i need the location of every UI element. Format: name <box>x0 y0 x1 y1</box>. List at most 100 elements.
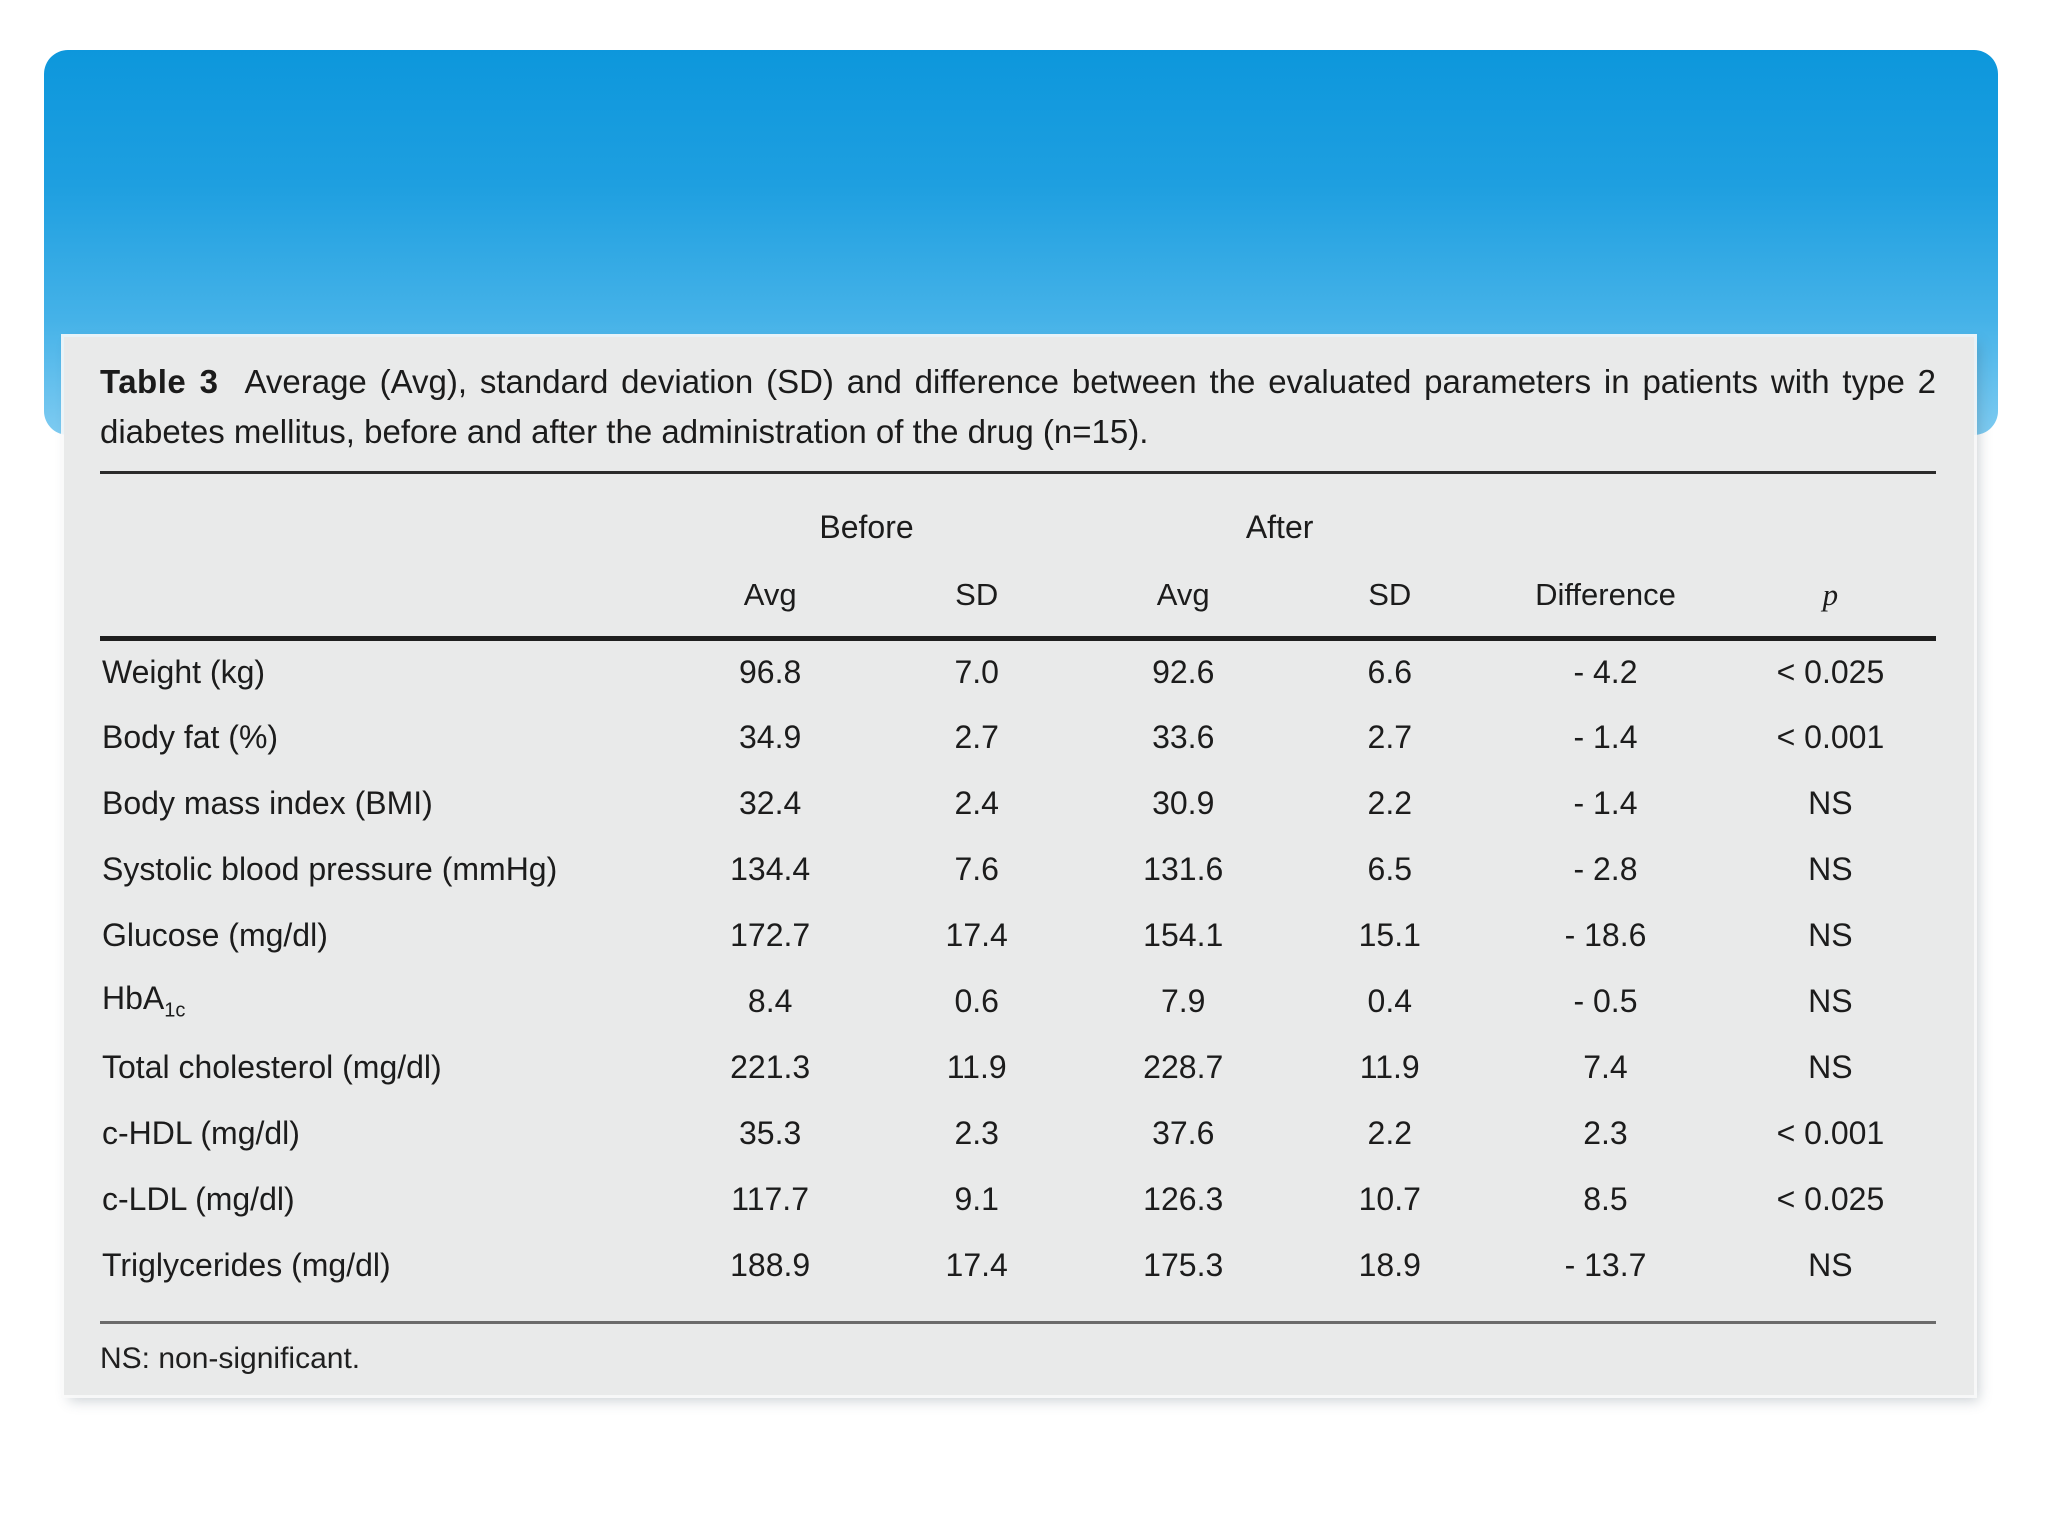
before-sd-cell: 17.4 <box>945 1247 1008 1283</box>
parameter-column-header <box>100 554 660 641</box>
group-header-before: Before <box>819 509 914 545</box>
table-row: c-LDL (mg/dl) 117.7 9.1 126.3 10.7 8.5 < 0.025 <box>100 1167 1936 1233</box>
table-row: Weight (kg) 96.8 7.0 92.6 6.6 - 4.2 < 0.025 <box>100 639 1936 705</box>
parameter-cell: Glucose (mg/dl) <box>102 917 328 953</box>
table-row: Body mass index (BMI) 32.4 2.4 30.9 2.2 - 1.4… <box>100 771 1936 837</box>
after-sd-cell: 2.2 <box>1367 785 1412 821</box>
before-avg-cell: 34.9 <box>739 719 802 755</box>
difference-cell: - 2.8 <box>1573 851 1638 887</box>
before-avg-cell: 8.4 <box>747 983 793 1019</box>
table-bottom-rule <box>100 1320 1936 1324</box>
parameter-cell: Body mass index (BMI) <box>102 785 433 821</box>
table-row: Total cholesterol (mg/dl) 221.3 11.9 228.7 1… <box>100 1035 1936 1101</box>
table-row: HbA1c 8.4 0.6 7.9 0.4 - 0.5 NS <box>100 969 1936 1035</box>
difference-cell: 2.3 <box>1583 1115 1628 1151</box>
p-value-cell: NS <box>1808 1247 1853 1283</box>
after-avg-cell: 37.6 <box>1152 1115 1215 1151</box>
p-value-cell: NS <box>1808 851 1853 887</box>
parameter-subscript: 1c <box>164 999 186 1022</box>
group-header-after: After <box>1245 509 1314 545</box>
parameter-cell: c-LDL (mg/dl) <box>102 1181 295 1217</box>
column-header-after-sd: SD <box>1293 554 1487 641</box>
table-row: Systolic blood pressure (mmHg) 134.4 7.6 13… <box>100 837 1936 903</box>
parameter-cell: Total cholesterol (mg/dl) <box>102 1049 442 1085</box>
after-avg-cell: 7.9 <box>1160 983 1206 1019</box>
after-avg-cell: 175.3 <box>1143 1247 1224 1283</box>
caption-divider-rule <box>100 471 1936 474</box>
table-caption-label: Table 3 <box>100 363 219 400</box>
before-avg-cell: 32.4 <box>739 785 802 821</box>
p-value-cell: NS <box>1808 785 1853 821</box>
parameter-cell: Weight (kg) <box>102 654 266 691</box>
p-value-cell: < 0.025 <box>1776 654 1885 691</box>
group-header-row: Before After <box>100 474 1936 554</box>
after-sd-cell: 18.9 <box>1358 1247 1421 1283</box>
after-sd-cell: 6.5 <box>1367 851 1412 887</box>
table-caption-text: Average (Avg), standard deviation (SD) a… <box>100 363 1936 450</box>
empty-header-cell <box>1725 474 1936 554</box>
table-row: c-HDL (mg/dl) 35.3 2.3 37.6 2.2 2.3 < 0.001 <box>100 1101 1936 1167</box>
before-sd-cell: 7.0 <box>954 654 999 691</box>
before-sd-cell: 2.3 <box>954 1115 999 1151</box>
parameter-cell: c-HDL (mg/dl) <box>102 1115 300 1151</box>
after-avg-cell: 228.7 <box>1143 1049 1224 1085</box>
before-avg-cell: 172.7 <box>730 917 811 953</box>
before-sd-cell: 2.4 <box>954 785 999 821</box>
column-header-difference: Difference <box>1486 554 1725 641</box>
column-header-row: Avg SD Avg SD Difference p <box>100 554 1936 641</box>
column-header-after-avg: Avg <box>1073 554 1294 641</box>
p-value-cell: NS <box>1808 983 1853 1019</box>
before-sd-cell: 9.1 <box>954 1181 999 1217</box>
before-sd-cell: 0.6 <box>954 983 999 1019</box>
parameter-cell: HbA1c <box>102 980 186 1022</box>
p-value-cell: NS <box>1808 917 1853 953</box>
after-sd-cell: 2.2 <box>1367 1115 1412 1151</box>
after-avg-cell: 126.3 <box>1143 1181 1224 1217</box>
after-sd-cell: 11.9 <box>1359 1049 1420 1085</box>
table-body: Weight (kg) 96.8 7.0 92.6 6.6 - 4.2 < 0.025 Bod… <box>100 639 1936 1299</box>
results-table: Before After Avg SD Avg SD Difference p … <box>100 474 1936 1299</box>
empty-header-cell <box>1486 474 1725 554</box>
after-avg-cell: 33.6 <box>1152 719 1215 755</box>
difference-cell: 7.4 <box>1583 1049 1628 1085</box>
before-avg-cell: 221.3 <box>730 1049 811 1085</box>
parameter-cell: Systolic blood pressure (mmHg) <box>102 851 558 887</box>
after-sd-cell: 2.7 <box>1367 719 1412 755</box>
after-avg-cell: 131.6 <box>1143 851 1224 887</box>
p-value-cell: NS <box>1808 1049 1853 1085</box>
after-sd-cell: 10.7 <box>1358 1181 1421 1217</box>
table-row: Glucose (mg/dl) 172.7 17.4 154.1 15.1 - 18.6 N… <box>100 903 1936 969</box>
parameter-cell: Triglycerides (mg/dl) <box>102 1247 391 1283</box>
after-sd-cell: 6.6 <box>1367 654 1412 691</box>
after-avg-cell: 92.6 <box>1152 654 1215 691</box>
difference-cell: - 13.7 <box>1564 1247 1647 1283</box>
before-avg-cell: 35.3 <box>739 1115 802 1151</box>
after-sd-cell: 0.4 <box>1367 983 1412 1019</box>
difference-cell: - 1.4 <box>1573 719 1638 755</box>
column-header-before-avg: Avg <box>659 554 881 641</box>
table-footnote: NS: non-significant. <box>100 1341 361 1375</box>
table-caption: Table 3 Average (Avg), standard deviation… <box>100 357 1936 457</box>
difference-cell: - 1.4 <box>1573 785 1638 821</box>
before-sd-cell: 7.6 <box>954 851 999 887</box>
p-value-cell: < 0.001 <box>1776 1115 1885 1151</box>
before-avg-cell: 117.7 <box>731 1181 809 1217</box>
column-header-p: p <box>1724 554 1936 641</box>
difference-cell: - 18.6 <box>1564 917 1647 953</box>
before-avg-cell: 188.9 <box>730 1247 811 1283</box>
parameter-cell: Body fat (%) <box>102 719 279 755</box>
difference-cell: 8.5 <box>1583 1181 1628 1217</box>
table-row: Triglycerides (mg/dl) 188.9 17.4 175.3 18.9 -… <box>100 1233 1936 1299</box>
p-value-cell: < 0.001 <box>1776 719 1885 755</box>
empty-header-cell <box>100 474 660 554</box>
before-avg-cell: 96.8 <box>739 654 802 691</box>
before-avg-cell: 134.4 <box>730 851 811 887</box>
after-avg-cell: 30.9 <box>1152 785 1215 821</box>
column-header-before-sd: SD <box>880 554 1074 641</box>
after-sd-cell: 15.1 <box>1358 917 1421 953</box>
p-value-cell: < 0.025 <box>1776 1181 1885 1217</box>
before-sd-cell: 17.4 <box>945 917 1008 953</box>
after-avg-cell: 154.1 <box>1143 917 1224 953</box>
difference-cell: - 4.2 <box>1573 654 1638 691</box>
